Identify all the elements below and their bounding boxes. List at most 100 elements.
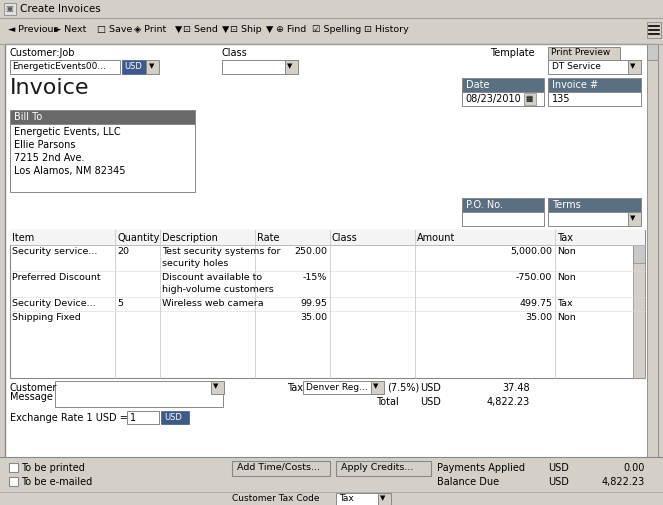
Text: Total: Total — [376, 397, 398, 407]
Bar — [378, 493, 391, 505]
Text: USD: USD — [124, 62, 142, 71]
Text: Class: Class — [222, 48, 248, 58]
Text: P.O. No.: P.O. No. — [466, 200, 503, 210]
Text: 4,822.23: 4,822.23 — [487, 397, 530, 407]
Text: USD: USD — [420, 397, 441, 407]
Bar — [462, 78, 544, 92]
Bar — [9, 463, 18, 472]
Text: Item: Item — [12, 233, 34, 243]
Text: 08/23/2010: 08/23/2010 — [465, 94, 520, 104]
Bar — [0, 18, 663, 44]
Text: 135: 135 — [552, 94, 570, 104]
Text: Non: Non — [557, 273, 575, 282]
Bar — [628, 60, 641, 74]
Bar — [462, 198, 544, 212]
Text: 35.00: 35.00 — [525, 313, 552, 322]
Text: Shipping Fixed: Shipping Fixed — [12, 313, 81, 322]
Text: ◄ Previous: ◄ Previous — [8, 25, 58, 34]
Bar — [10, 110, 195, 124]
Text: Tax: Tax — [287, 383, 303, 393]
Text: Bill To: Bill To — [14, 112, 42, 122]
Text: Balance Due: Balance Due — [437, 477, 499, 487]
Text: USD: USD — [164, 413, 182, 422]
Text: 35.00: 35.00 — [300, 313, 327, 322]
Bar — [222, 60, 297, 74]
Text: 37.48: 37.48 — [503, 383, 530, 393]
Text: Invoice #: Invoice # — [552, 80, 598, 90]
Text: ▼: ▼ — [213, 383, 218, 389]
Text: -15%: -15% — [302, 273, 327, 282]
Bar — [303, 381, 383, 394]
Bar — [647, 44, 658, 503]
Text: ⊕ Find: ⊕ Find — [276, 25, 306, 34]
Text: ▼: ▼ — [380, 495, 385, 501]
Bar — [10, 124, 195, 192]
Text: Energetic Events, LLC: Energetic Events, LLC — [14, 127, 121, 137]
Bar — [10, 60, 120, 74]
Bar — [10, 230, 645, 378]
Bar — [524, 93, 536, 105]
Bar — [548, 198, 641, 212]
Bar — [647, 44, 658, 60]
Text: ☑ Spelling: ☑ Spelling — [312, 25, 361, 34]
Bar — [548, 47, 620, 60]
Text: 499.75: 499.75 — [519, 299, 552, 308]
Bar — [9, 477, 18, 486]
Bar — [462, 212, 544, 226]
Text: Customer:Job: Customer:Job — [10, 48, 76, 58]
Text: □ Save: □ Save — [97, 25, 133, 34]
Text: ⊡ Ship: ⊡ Ship — [230, 25, 262, 34]
Text: Test security systems for: Test security systems for — [162, 247, 280, 256]
Bar — [232, 461, 330, 476]
Text: ▼: ▼ — [222, 25, 229, 34]
Bar — [336, 493, 378, 505]
Text: 0.00: 0.00 — [624, 463, 645, 473]
Bar — [285, 60, 298, 74]
Text: 20: 20 — [117, 247, 129, 256]
Text: Invoice: Invoice — [10, 78, 90, 98]
Text: ▼: ▼ — [287, 63, 292, 69]
Text: Amount: Amount — [417, 233, 455, 243]
Text: Message: Message — [10, 392, 53, 402]
Bar — [371, 381, 384, 394]
Bar — [548, 78, 641, 92]
Text: Template: Template — [490, 48, 534, 58]
Text: Date: Date — [466, 80, 489, 90]
Bar — [548, 92, 641, 106]
Text: ▣: ▣ — [5, 4, 13, 13]
Text: Wireless web camera: Wireless web camera — [162, 299, 264, 308]
Text: USD: USD — [548, 463, 569, 473]
Bar — [336, 461, 431, 476]
Bar — [0, 457, 663, 505]
Bar — [462, 92, 544, 106]
Text: ▼: ▼ — [373, 383, 379, 389]
Text: ▼: ▼ — [630, 215, 635, 221]
Text: -750.00: -750.00 — [516, 273, 552, 282]
Text: Non: Non — [557, 247, 575, 256]
Text: USD: USD — [420, 383, 441, 393]
Text: ⊡ Send: ⊡ Send — [183, 25, 218, 34]
Text: Add Time/Costs...: Add Time/Costs... — [237, 463, 320, 472]
Bar — [628, 212, 641, 226]
Bar — [633, 245, 645, 378]
Text: EnergeticEvents00...: EnergeticEvents00... — [12, 62, 106, 71]
Text: To be e-mailed: To be e-mailed — [21, 477, 92, 487]
Text: 5,000.00: 5,000.00 — [510, 247, 552, 256]
Text: Quantity: Quantity — [117, 233, 159, 243]
Text: ► Next: ► Next — [54, 25, 86, 34]
Text: Security Device...: Security Device... — [12, 299, 95, 308]
Bar — [55, 381, 223, 407]
Text: Payments Applied: Payments Applied — [437, 463, 525, 473]
Bar — [548, 60, 641, 74]
Text: To be printed: To be printed — [21, 463, 85, 473]
Bar — [127, 411, 159, 424]
Text: high-volume customers: high-volume customers — [162, 285, 274, 294]
Text: 99.95: 99.95 — [300, 299, 327, 308]
Text: ▦: ▦ — [525, 94, 532, 103]
Bar — [211, 381, 224, 394]
Bar — [633, 245, 645, 263]
Text: 7215 2nd Ave.: 7215 2nd Ave. — [14, 153, 84, 163]
Text: Class: Class — [332, 233, 358, 243]
Text: ▼: ▼ — [630, 63, 635, 69]
Text: DT Service: DT Service — [552, 62, 601, 71]
